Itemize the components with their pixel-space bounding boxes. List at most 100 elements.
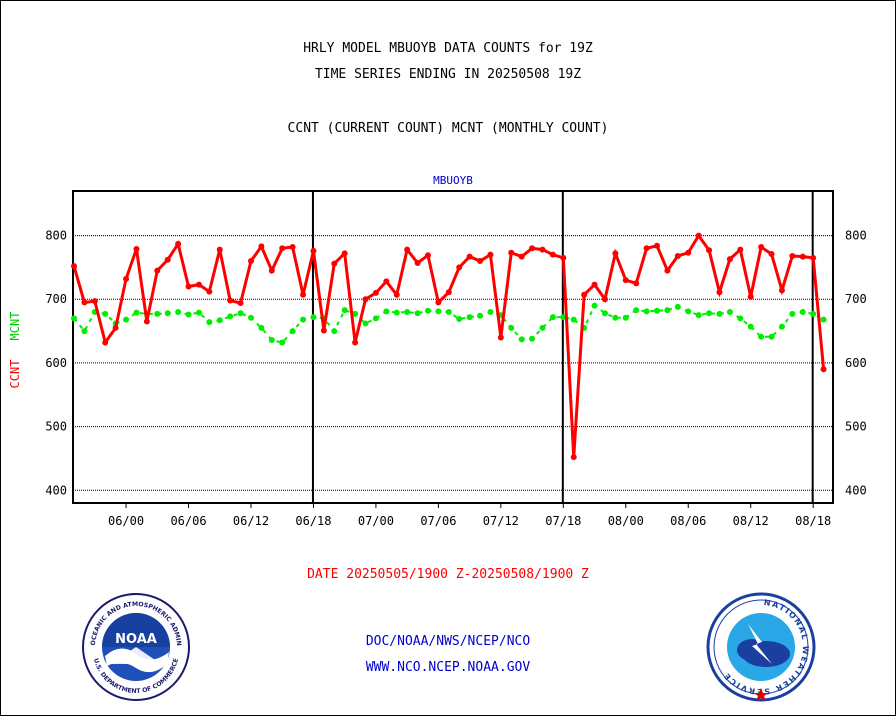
mcnt-point-38 (466, 314, 473, 321)
ccnt-point-2 (91, 298, 98, 305)
mcnt-point-27 (352, 310, 359, 317)
mcnt-point-71 (810, 310, 817, 317)
y-axis-label-ccnt: CCNT (8, 360, 22, 389)
mcnt-point-50 (591, 302, 598, 309)
ccnt-point-14 (216, 246, 223, 253)
ccnt-point-40 (487, 251, 494, 258)
mcnt-point-29 (372, 315, 379, 322)
ccnt-series-line (72, 232, 826, 458)
mcnt-point-25 (331, 328, 338, 335)
ccnt-point-47 (560, 254, 567, 261)
x-tick-label-06-12: 06/12 (233, 514, 269, 528)
mcnt-point-6 (133, 309, 140, 316)
ccnt-point-27 (352, 339, 359, 346)
mcnt-point-8 (154, 310, 161, 317)
mcnt-point-61 (706, 310, 713, 317)
mcnt-point-72 (820, 316, 827, 323)
ccnt-point-9 (164, 256, 171, 263)
x-tick-label-07-12: 07/12 (483, 514, 519, 528)
ccnt-point-19 (268, 267, 275, 274)
y-tick-label-left-800: 800 (45, 229, 67, 243)
ccnt-point-53 (622, 277, 629, 284)
ccnt-point-42 (508, 249, 515, 256)
ccnt-point-26 (341, 250, 348, 257)
ccnt-point-60 (695, 232, 702, 239)
x-tick-label-08-00: 08/00 (608, 514, 644, 528)
chart-title-line-1: HRLY MODEL MBUOYB DATA COUNTS for 19Z (303, 41, 593, 56)
ccnt-point-36 (445, 289, 452, 296)
mcnt-point-3 (102, 310, 109, 317)
mcnt-point-32 (404, 308, 411, 315)
ccnt-point-52 (612, 250, 619, 257)
ccnt-point-35 (435, 299, 442, 306)
mcnt-point-59 (685, 308, 692, 315)
mcnt-point-45 (539, 324, 546, 331)
mcnt-point-69 (789, 310, 796, 317)
ccnt-point-22 (300, 291, 307, 298)
ccnt-point-71 (810, 254, 817, 261)
mcnt-point-17 (247, 314, 254, 321)
mcnt-point-0 (71, 315, 77, 322)
ccnt-point-65 (747, 293, 754, 300)
mcnt-point-15 (227, 313, 234, 320)
ccnt-point-67 (768, 251, 775, 258)
mcnt-point-21 (289, 328, 296, 335)
mcnt-point-9 (164, 310, 171, 317)
ccnt-point-4 (112, 324, 119, 331)
ccnt-point-66 (758, 244, 765, 251)
ccnt-point-11 (185, 283, 192, 290)
ccnt-point-34 (424, 252, 431, 259)
mcnt-point-58 (674, 303, 681, 310)
nws-star-icon (754, 688, 768, 701)
noaa-logo: NATIONAL OCEANIC AND ATMOSPHERIC ADMINIS… (81, 592, 190, 701)
ccnt-point-62 (716, 289, 723, 296)
ccnt-point-56 (654, 242, 661, 249)
mcnt-point-16 (237, 310, 244, 317)
mcnt-point-22 (300, 316, 307, 323)
ccnt-point-0 (71, 263, 77, 270)
ccnt-point-28 (362, 296, 369, 303)
ccnt-point-49 (581, 291, 588, 298)
mcnt-point-53 (622, 314, 629, 321)
doc-noaa-link[interactable]: DOC/NOAA/NWS/NCEP/NCO (365, 634, 531, 649)
ccnt-point-59 (685, 249, 692, 256)
ccnt-point-24 (320, 327, 327, 334)
mcnt-point-54 (633, 307, 640, 314)
ccnt-point-16 (237, 300, 244, 307)
ccnt-point-39 (477, 258, 484, 265)
ccnt-point-45 (539, 246, 546, 253)
ccnt-point-55 (643, 245, 650, 252)
ccnt-point-13 (206, 288, 213, 295)
ccnt-point-58 (674, 252, 681, 259)
y-tick-label-right-500: 500 (845, 420, 867, 434)
mcnt-point-18 (258, 324, 265, 331)
chart-title: MBUOYB (433, 174, 473, 187)
ccnt-point-10 (175, 240, 182, 247)
ccnt-point-3 (102, 339, 109, 346)
ccnt-point-18 (258, 243, 265, 250)
x-tick-label-06-00: 06/00 (108, 514, 144, 528)
ccnt-point-29 (372, 289, 379, 296)
nws-logo: NATIONAL WEATHER SERVICE (706, 592, 816, 702)
x-tick-label-08-06: 08/06 (670, 514, 706, 528)
mcnt-point-26 (341, 307, 348, 314)
x-tick-label-07-00: 07/00 (358, 514, 394, 528)
ccnt-point-7 (143, 318, 150, 325)
nco-website-link[interactable]: WWW.NCO.NCEP.NOAA.GOV (365, 660, 531, 675)
mcnt-point-13 (206, 319, 213, 326)
ccnt-point-51 (601, 296, 608, 303)
ccnt-point-5 (123, 275, 130, 282)
mcnt-point-12 (195, 309, 202, 316)
x-tick-label-07-06: 07/06 (420, 514, 456, 528)
ccnt-point-23 (310, 247, 317, 254)
y-tick-label-right-400: 400 (845, 483, 867, 497)
ccnt-point-31 (393, 291, 400, 298)
mcnt-point-43 (518, 336, 525, 343)
ccnt-point-12 (195, 281, 202, 288)
chart-title-line-2: TIME SERIES ENDING IN 20250508 19Z (314, 67, 582, 82)
y-tick-label-right-800: 800 (845, 229, 867, 243)
ccnt-point-54 (633, 280, 640, 287)
mcnt-point-35 (435, 308, 442, 315)
ccnt-point-68 (778, 287, 785, 294)
chart-subtitle: CCNT (CURRENT COUNT) MCNT (MONTHLY COUNT… (287, 121, 609, 136)
